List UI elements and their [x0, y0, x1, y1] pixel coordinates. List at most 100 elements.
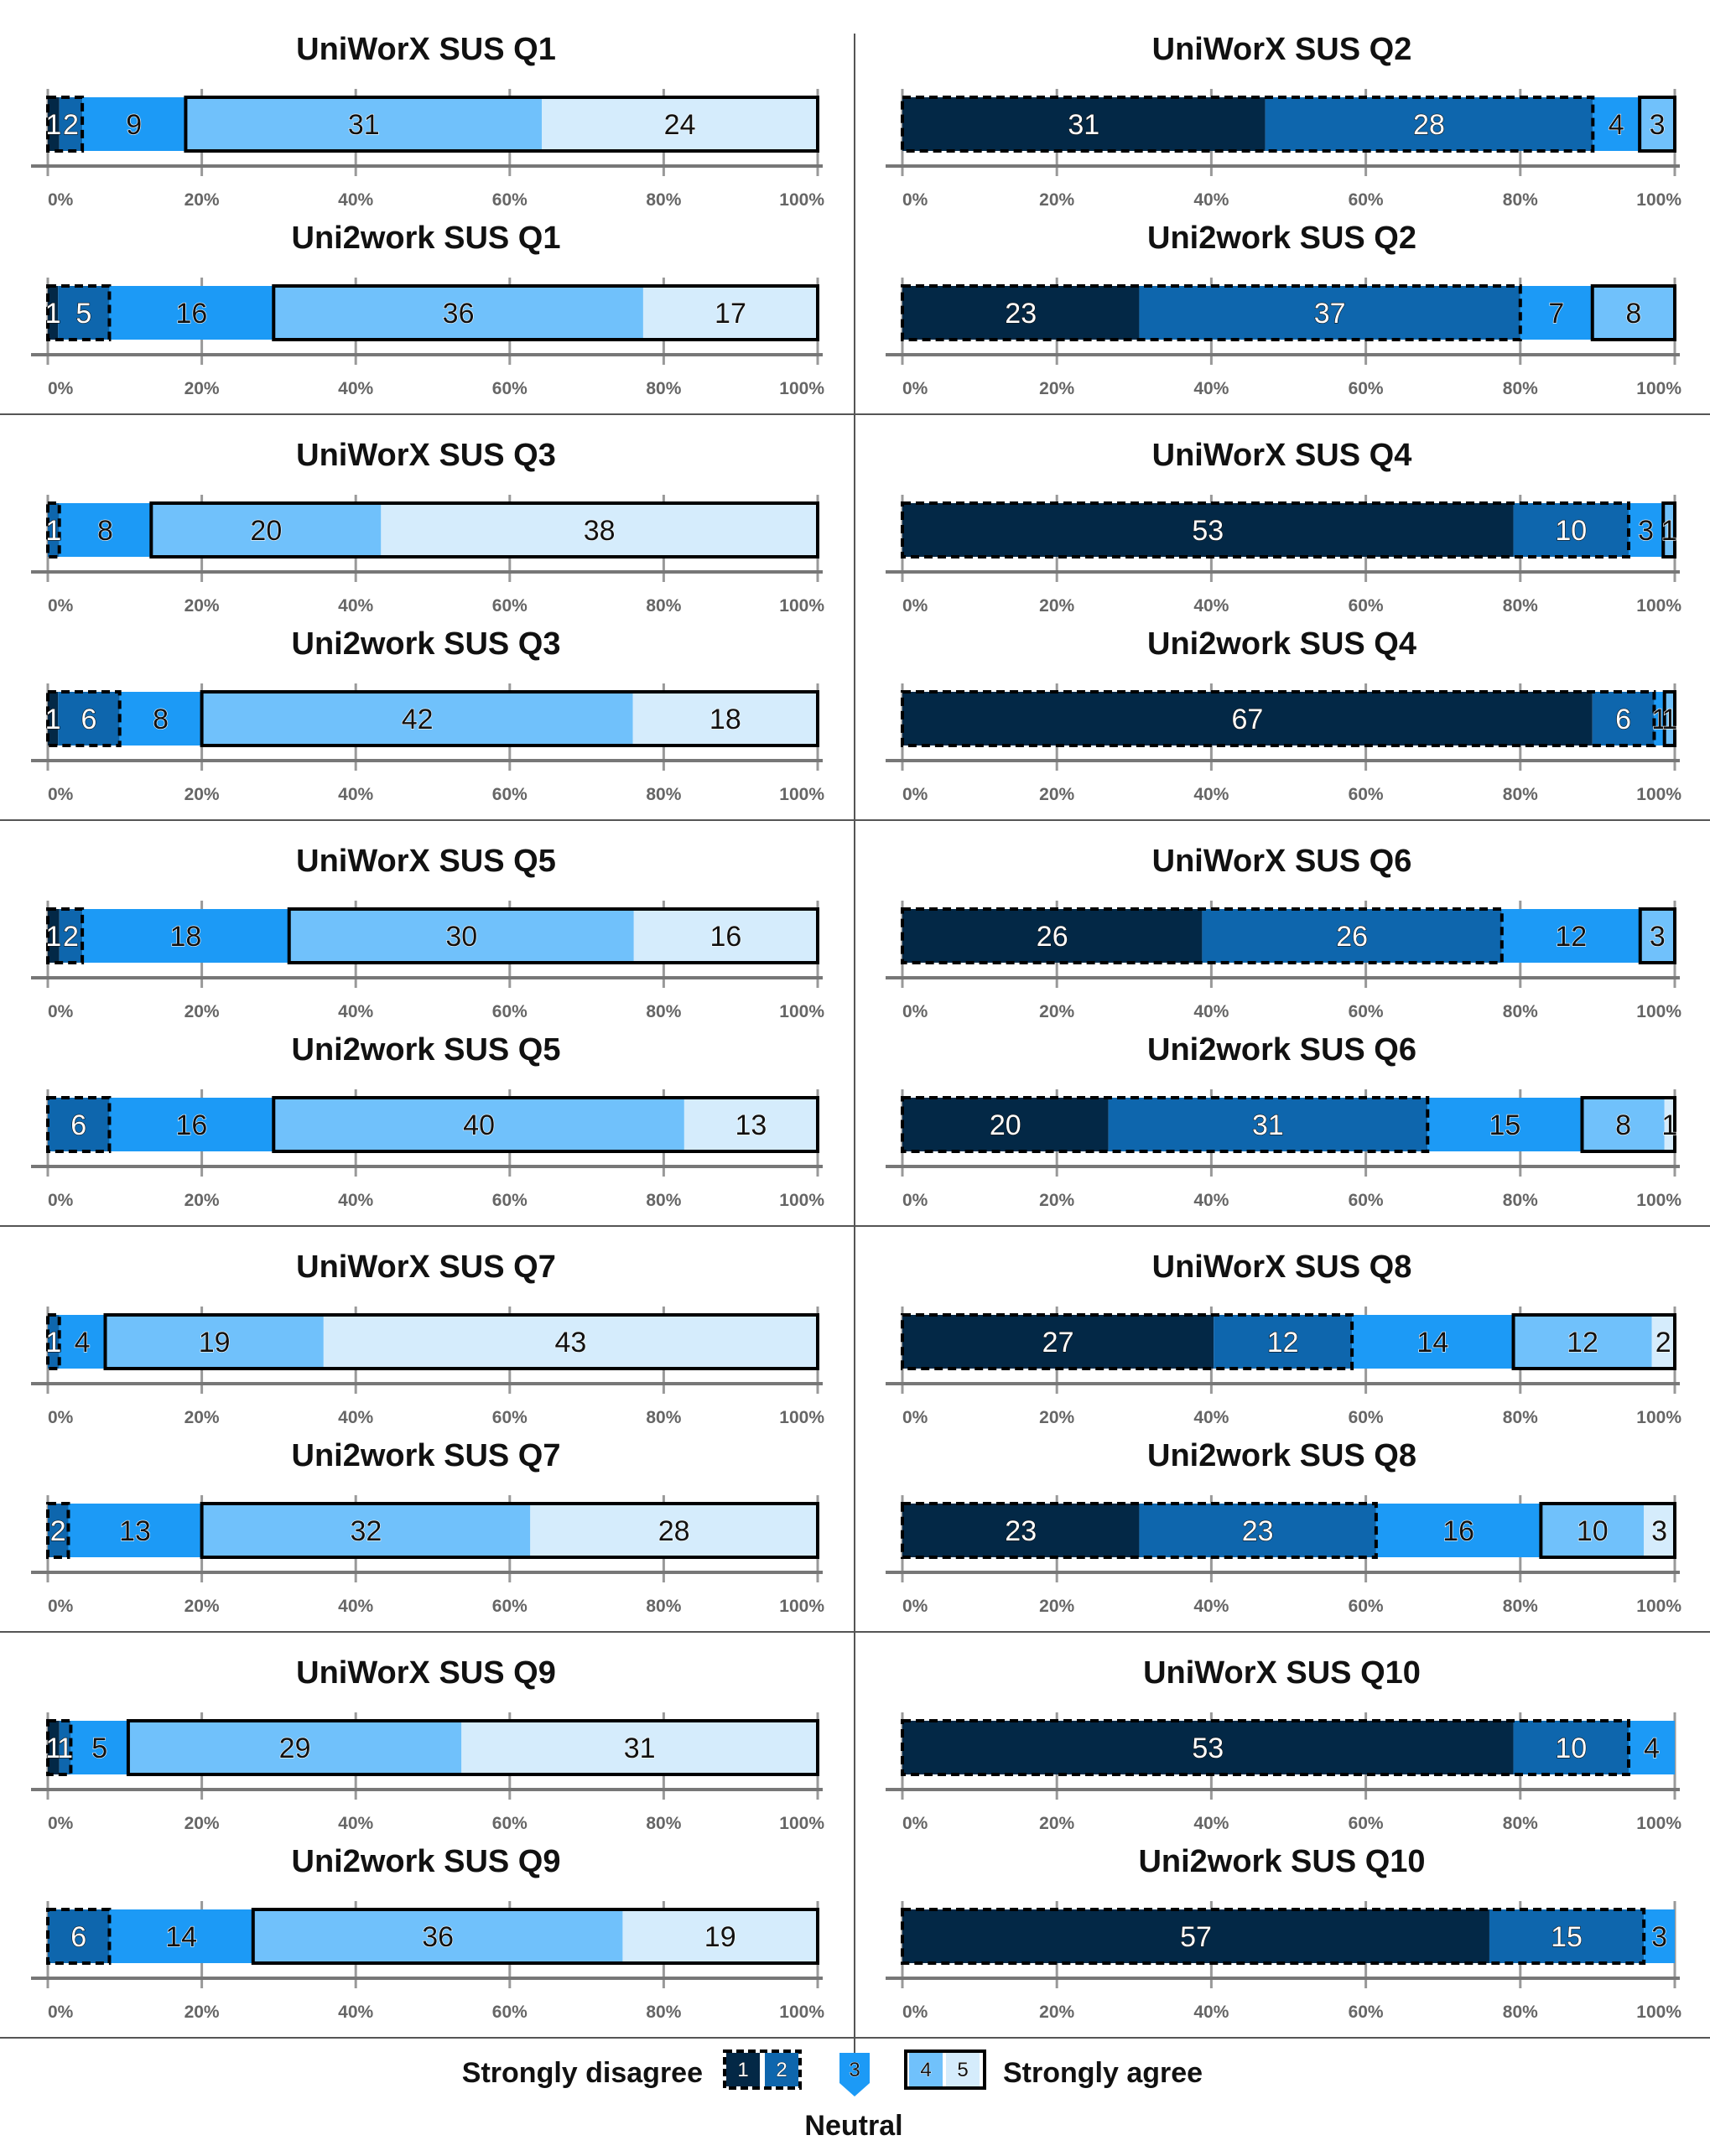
bar-segment-level-1: [902, 1098, 1109, 1151]
x-tick-label: 0%: [902, 379, 928, 398]
bar-segment-level-4: [105, 1315, 324, 1369]
x-tick-label: 0%: [902, 2003, 928, 2022]
bar-segment-level-5: [1651, 1315, 1675, 1369]
x-tick-label: 0%: [48, 785, 74, 804]
agree-outline: [287, 907, 820, 964]
bar-segment-level-2: [1489, 1909, 1645, 1963]
bar-segment-level-4: [185, 97, 543, 151]
chart-title: Uni2work SUS Q10: [1138, 1844, 1425, 1879]
bar-segment-level-3: [1352, 1315, 1514, 1369]
bar-segment-level-4: [288, 909, 634, 963]
data-label: 5: [91, 1733, 107, 1764]
x-tick-label: 40%: [1193, 1408, 1229, 1427]
x-tick-label: 80%: [1503, 1814, 1538, 1833]
x-tick-label: 80%: [1503, 1597, 1538, 1616]
data-label: 10: [1577, 1515, 1609, 1547]
data-label: 43: [555, 1327, 587, 1359]
bar-segment-level-4: [1664, 692, 1675, 746]
disagree-outline: [46, 690, 122, 747]
chart-title: Uni2work SUS Q5: [292, 1032, 561, 1068]
agree-outline: [200, 1502, 820, 1559]
bar-segment-level-3: [1629, 503, 1664, 557]
chart-panel: Uni2work SUS Q10 57 15 3 0% 20% 40% 60% 80% 100%: [886, 1844, 1681, 2022]
data-label: 6: [70, 1109, 86, 1141]
bar-segment-level-4: [273, 1098, 684, 1151]
disagree-outline: [901, 1719, 1631, 1776]
bar-segment-level-2: [1139, 1504, 1376, 1557]
bar-segment-level-2: [58, 286, 110, 340]
agree-outline: [200, 690, 820, 747]
data-label: 24: [664, 109, 696, 141]
chart-title: UniWorX SUS Q10: [1143, 1655, 1421, 1691]
legend: Strongly disagree Strongly agree Neutral…: [462, 2049, 1203, 2142]
bar-segment-level-5: [530, 1504, 818, 1557]
bar-segment-level-5: [622, 1909, 818, 1963]
x-tick-label: 20%: [185, 190, 220, 210]
x-tick-label: 80%: [1503, 2003, 1538, 2022]
legend-swatches: 1 2 3 4 5: [723, 2049, 986, 2096]
chart-title: Uni2work SUS Q3: [292, 626, 561, 662]
chart-panel: UniWorX SUS Q6 26 26 12 3 0% 20% 40% 60% 80% 100%: [886, 844, 1681, 1021]
x-tick-label: 60%: [1349, 1002, 1384, 1021]
bar-segment-level-4: [273, 286, 643, 340]
legend-swatch-label: 4: [920, 2059, 931, 2081]
agree-outline: [184, 96, 819, 153]
data-label: 27: [1042, 1327, 1074, 1359]
x-tick-label: 60%: [1349, 379, 1384, 398]
x-tick-label: 40%: [338, 1002, 373, 1021]
x-tick-label: 0%: [48, 1002, 74, 1021]
x-tick-label: 80%: [646, 1597, 681, 1616]
x-tick-label: 40%: [1193, 1814, 1229, 1833]
x-tick-label: 40%: [338, 190, 373, 210]
agree-outline: [1662, 690, 1676, 747]
agree-outline: [1661, 501, 1677, 558]
data-label: 20: [990, 1109, 1021, 1141]
bar-segment-level-5: [632, 692, 818, 746]
agree-outline: [126, 1719, 819, 1776]
x-tick-label: 40%: [338, 1597, 373, 1616]
x-tick-label: 0%: [902, 1597, 928, 1616]
x-tick-label: 20%: [185, 1814, 220, 1833]
legend-swatch-label: 1: [737, 2059, 748, 2081]
chart-panel: Uni2work SUS Q4 67 6 11 0% 20% 40% 60% 80% 100%: [886, 626, 1681, 804]
data-label: 1: [45, 1733, 61, 1764]
data-label: 57: [1180, 1921, 1212, 1953]
x-tick-label: 60%: [492, 190, 528, 210]
bar-segment-level-1: [48, 1721, 60, 1774]
bar-segment-level-2: [59, 1721, 71, 1774]
x-tick-label: 20%: [185, 785, 220, 804]
data-label: 1: [57, 1733, 73, 1764]
x-tick-label: 100%: [779, 785, 824, 804]
data-label: 53: [1192, 1733, 1224, 1764]
bar-segment-level-2: [48, 1315, 60, 1369]
agree-outline: [272, 284, 819, 341]
agree-outline: [272, 1096, 819, 1153]
agree-outline: [251, 1908, 819, 1965]
chart-title: UniWorX SUS Q7: [296, 1249, 556, 1285]
data-label: 10: [1555, 1733, 1587, 1764]
bar-segment-level-1: [902, 97, 1266, 151]
bar-segment-level-3: [82, 909, 289, 963]
data-label: 4: [1644, 1733, 1660, 1764]
x-tick-label: 20%: [1039, 1002, 1074, 1021]
x-tick-label: 40%: [338, 1191, 373, 1210]
x-tick-label: 20%: [1039, 190, 1074, 210]
agree-outline: [1539, 1502, 1676, 1559]
x-tick-label: 100%: [1636, 1002, 1681, 1021]
legend-swatch-level-5: [946, 2053, 980, 2086]
data-label: 3: [1650, 921, 1666, 953]
data-label: 1: [1651, 704, 1667, 735]
bar-segment-level-4: [1640, 97, 1675, 151]
x-tick-label: 60%: [1349, 2003, 1384, 2022]
data-label: 23: [1242, 1515, 1274, 1547]
x-tick-label: 20%: [185, 379, 220, 398]
bar-segment-level-1: [902, 286, 1140, 340]
data-label: 31: [624, 1733, 656, 1764]
bar-segment-level-3: [1520, 286, 1593, 340]
data-label: 8: [153, 704, 169, 735]
data-label: 1: [1661, 704, 1677, 735]
data-label: 26: [1336, 921, 1368, 953]
legend-swatch-level-2: [765, 2053, 798, 2086]
